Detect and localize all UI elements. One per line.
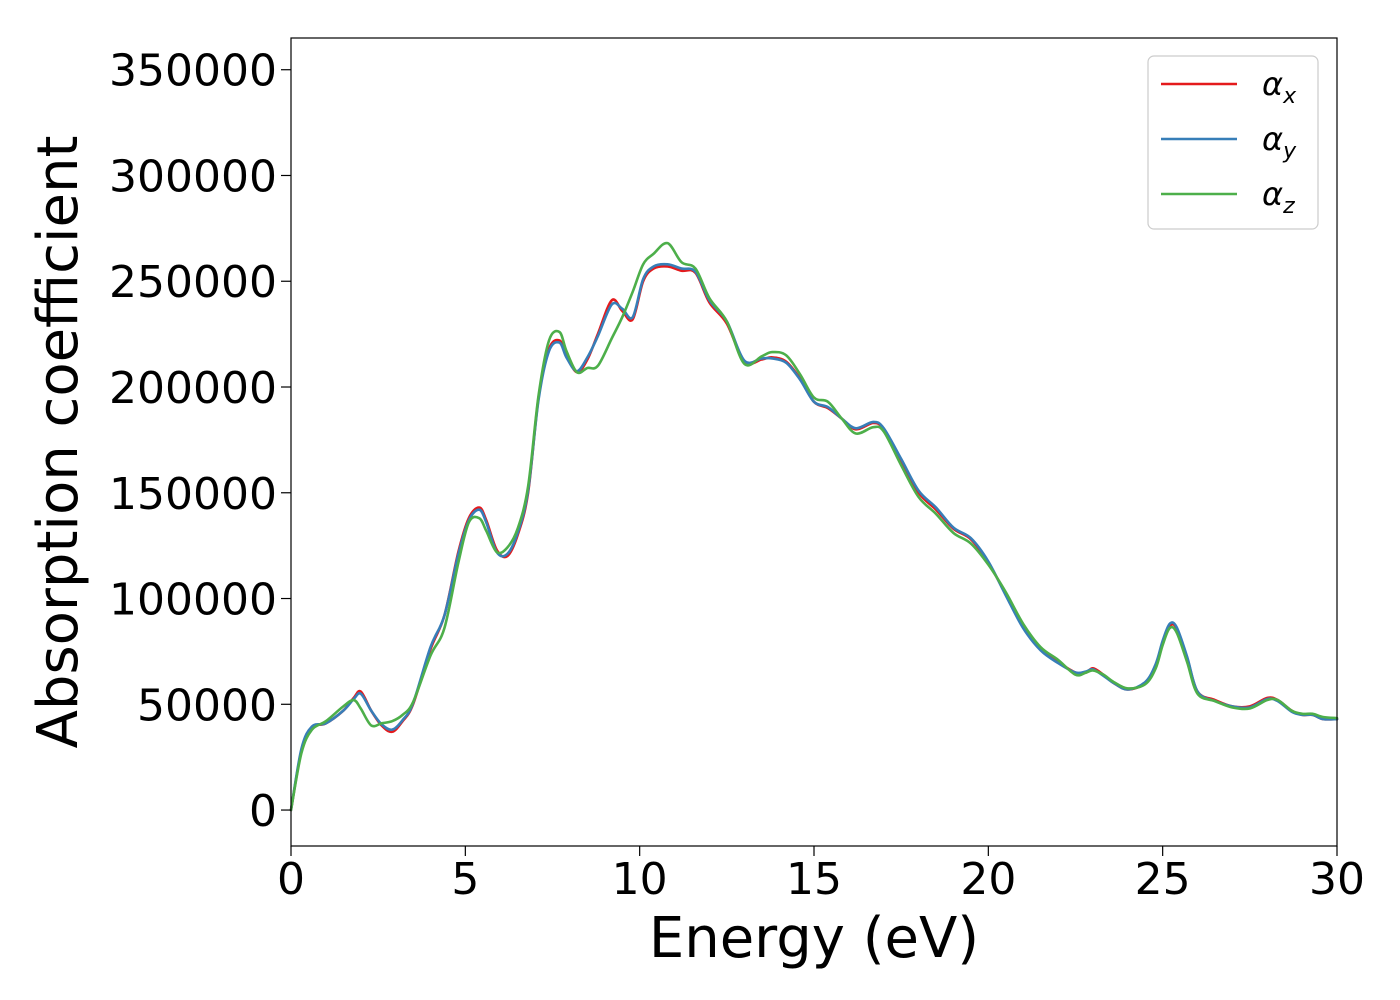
legend-label-symbol: α: [1262, 175, 1283, 213]
series-layer: [289, 241, 1339, 812]
legend-label-alpha-z: αz: [1262, 175, 1295, 219]
x-tick-label: 30: [1309, 854, 1365, 905]
x-axis-ticks: 0 5 10 15 20 25 30: [277, 846, 1365, 905]
x-tick-label: 25: [1135, 854, 1191, 905]
x-axis-label: Energy (eV): [649, 906, 979, 971]
legend-label-alpha-y: αy: [1262, 120, 1297, 164]
x-tick-label: 20: [960, 854, 1016, 905]
y-tick-label: 50000: [137, 680, 277, 731]
y-tick-label: 300000: [109, 151, 277, 202]
x-tick-label: 0: [277, 854, 305, 905]
y-tick-label: 200000: [109, 363, 277, 414]
legend-label-symbol: α: [1262, 120, 1283, 158]
series-line-alpha-y: [289, 262, 1339, 812]
x-tick-label: 15: [786, 854, 842, 905]
series-line-alpha-z: [289, 241, 1339, 812]
x-tick-label: 5: [451, 854, 479, 905]
y-axis-label: Absorption coefficient: [26, 136, 91, 749]
legend-label-subscript: y: [1282, 139, 1297, 164]
legend-label-subscript: z: [1282, 194, 1295, 219]
y-tick-label: 350000: [109, 46, 277, 97]
legend-label-subscript: x: [1282, 84, 1297, 109]
x-tick-label: 10: [612, 854, 668, 905]
legend-label-symbol: α: [1262, 65, 1283, 103]
y-axis-ticks: 0 50000 100000 150000 200000 250000 300000 3500…: [109, 46, 291, 837]
y-tick-label: 150000: [109, 469, 277, 520]
y-tick-label: 100000: [109, 575, 277, 626]
y-tick-label: 0: [249, 786, 277, 837]
legend-box: [1147, 55, 1319, 230]
y-tick-label: 250000: [109, 257, 277, 308]
legend-label-alpha-x: αx: [1262, 65, 1297, 109]
